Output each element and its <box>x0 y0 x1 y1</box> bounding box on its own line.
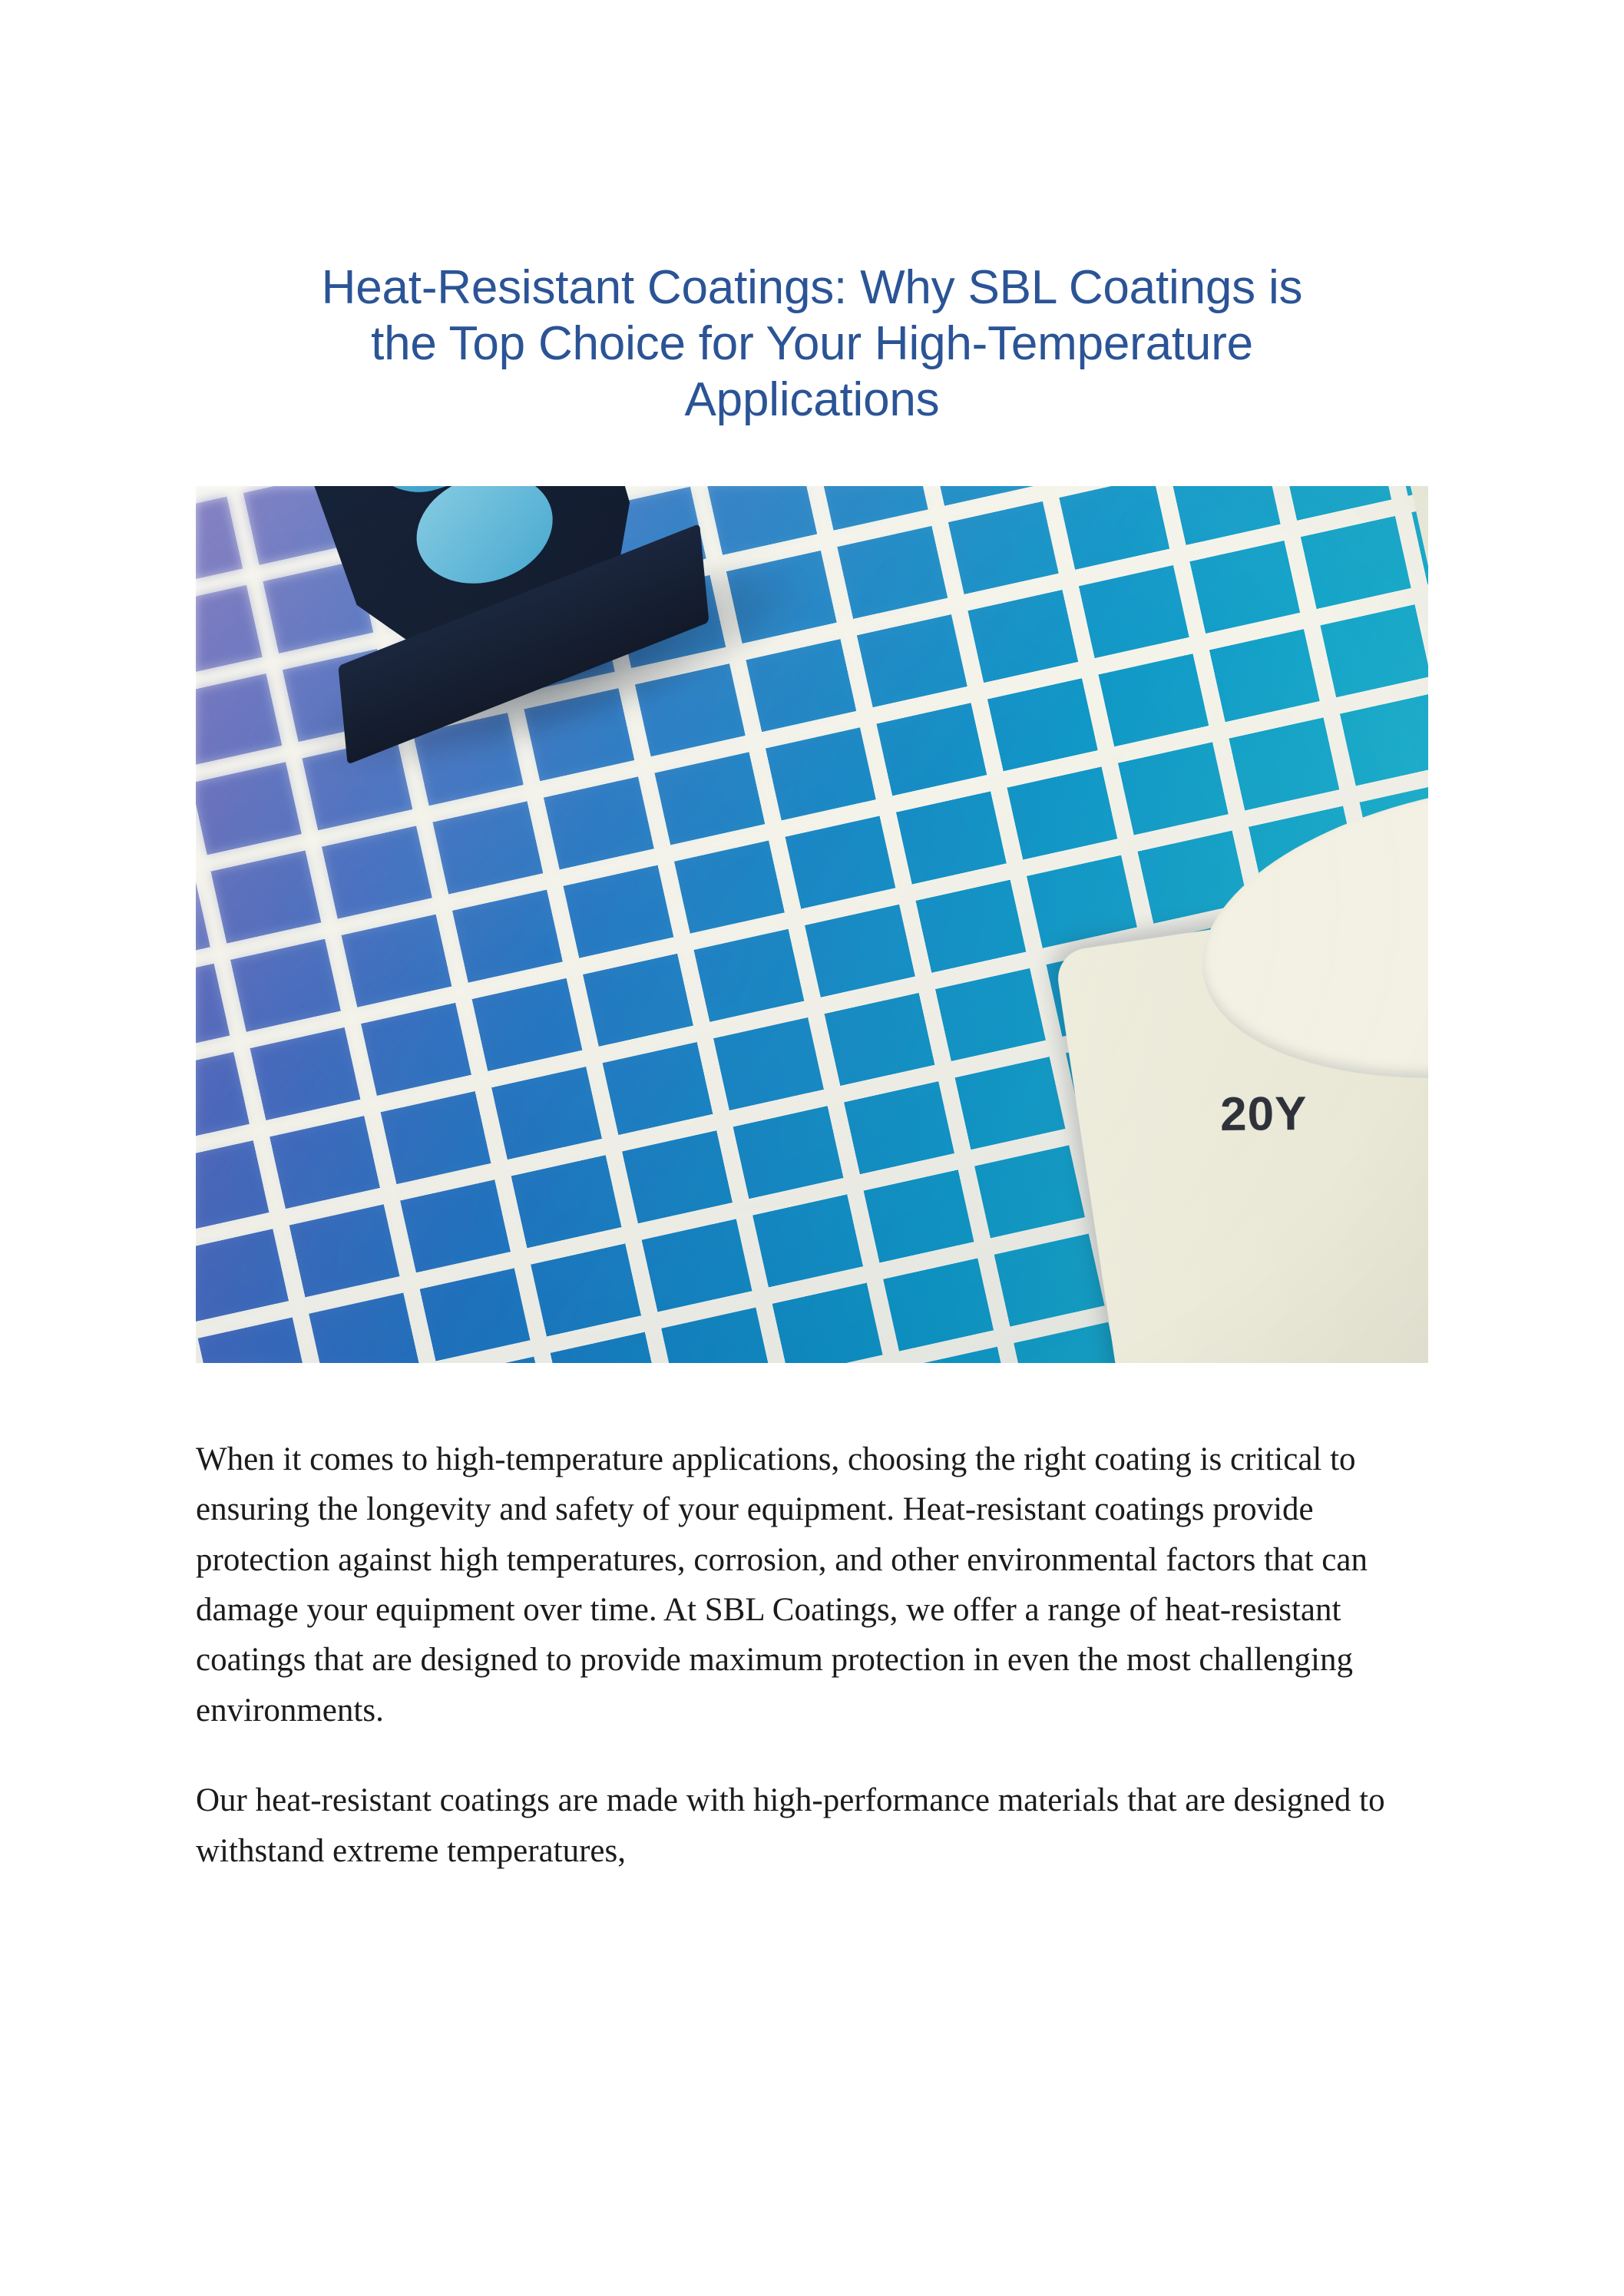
color-swatch-sheet: 10 M 20 M 30 M 40 M 20Y <box>196 486 1428 1363</box>
hero-image: 10 M 20 M 30 M 40 M 20Y <box>196 486 1428 1363</box>
page-title-line-2: the Top Choice for Your High-Temperature <box>371 316 1253 370</box>
article-body: When it comes to high-temperature applic… <box>196 1434 1440 1876</box>
page-title: Heat-Resistant Coatings: Why SBL Coating… <box>196 260 1428 428</box>
ink-label-20y: 20Y <box>1219 1087 1308 1141</box>
page-title-line-1: Heat-Resistant Coatings: Why SBL Coating… <box>321 260 1303 314</box>
page-title-line-3: Applications <box>684 372 940 426</box>
body-paragraph-2: Our heat-resistant coatings are made wit… <box>196 1782 1385 1869</box>
body-paragraph-1: When it comes to high-temperature applic… <box>196 1441 1368 1729</box>
hero-image-scene: 10 M 20 M 30 M 40 M 20Y <box>196 486 1428 1363</box>
